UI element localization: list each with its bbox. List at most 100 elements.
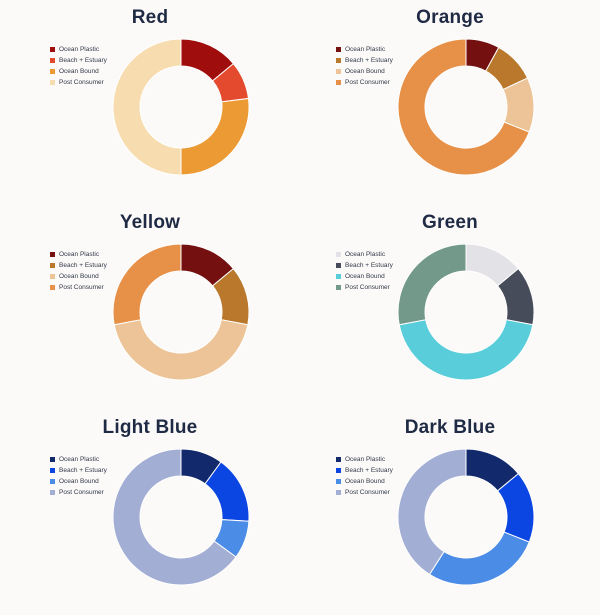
legend-swatch (50, 274, 55, 279)
legend-item: Beach + Estuary (336, 260, 393, 271)
legend-item: Ocean Bound (50, 66, 107, 77)
legend-swatch (50, 47, 55, 52)
donut-chart (397, 243, 535, 381)
legend-label: Ocean Plastic (345, 251, 386, 258)
legend-label: Beach + Estuary (345, 467, 393, 474)
chart-title: Light Blue (102, 417, 198, 438)
legend-swatch (50, 263, 55, 268)
chart-panel-yellow: Yellow Ocean Plastic Beach + Estuary Oce… (0, 205, 300, 410)
legend-swatch (336, 69, 341, 74)
legend-label: Ocean Plastic (345, 456, 386, 463)
legend-swatch (336, 285, 341, 290)
legend-label: Beach + Estuary (345, 57, 393, 64)
legend-label: Post Consumer (345, 489, 390, 496)
chart-panel-orange: Orange Ocean Plastic Beach + Estuary Oce… (300, 0, 600, 205)
legend-item: Ocean Bound (336, 66, 393, 77)
donut-slice-post-consumer (397, 243, 467, 326)
legend: Ocean Plastic Beach + Estuary Ocean Boun… (336, 249, 393, 293)
legend-label: Ocean Bound (59, 478, 99, 485)
legend-swatch (50, 80, 55, 85)
legend-item: Beach + Estuary (336, 55, 393, 66)
legend-swatch (50, 58, 55, 63)
donut-slice-post-consumer (112, 243, 182, 326)
legend-label: Ocean Bound (59, 273, 99, 280)
legend-item: Ocean Plastic (50, 44, 107, 55)
legend-label: Post Consumer (59, 79, 104, 86)
legend: Ocean Plastic Beach + Estuary Ocean Boun… (336, 454, 393, 498)
chart-title: Dark Blue (404, 417, 496, 438)
legend: Ocean Plastic Beach + Estuary Ocean Boun… (336, 44, 393, 88)
legend-item: Beach + Estuary (50, 465, 107, 476)
legend-swatch (336, 263, 341, 268)
donut-chart-grid: Red Ocean Plastic Beach + Estuary Ocean … (0, 0, 600, 586)
legend-item: Ocean Bound (50, 476, 107, 487)
legend-label: Beach + Estuary (59, 262, 107, 269)
legend-label: Ocean Bound (345, 478, 385, 485)
legend-item: Post Consumer (336, 282, 393, 293)
legend-swatch (50, 457, 55, 462)
legend-label: Ocean Bound (59, 68, 99, 75)
legend-item: Beach + Estuary (50, 260, 107, 271)
donut-slice-post-consumer (112, 38, 182, 176)
legend-swatch (336, 80, 341, 85)
donut-slice-ocean-bound (398, 319, 534, 381)
legend: Ocean Plastic Beach + Estuary Ocean Boun… (50, 454, 107, 498)
legend-swatch (336, 457, 341, 462)
legend-swatch (50, 479, 55, 484)
legend-swatch (336, 274, 341, 279)
legend-swatch (336, 468, 341, 473)
legend-label: Beach + Estuary (59, 57, 107, 64)
chart-title: Red (131, 7, 169, 28)
legend-item: Ocean Plastic (336, 249, 393, 260)
chart-title: Green (422, 212, 478, 233)
legend-item: Ocean Bound (336, 271, 393, 282)
legend-item: Ocean Plastic (336, 454, 393, 465)
legend-swatch (336, 58, 341, 63)
legend-item: Post Consumer (50, 487, 107, 498)
donut-chart (397, 38, 535, 176)
chart-panel-green: Green Ocean Plastic Beach + Estuary Ocea… (300, 205, 600, 410)
legend-item: Ocean Plastic (50, 249, 107, 260)
legend-label: Post Consumer (59, 284, 104, 291)
legend-label: Beach + Estuary (59, 467, 107, 474)
chart-title: Orange (416, 7, 484, 28)
donut-slice-ocean-bound (428, 531, 530, 586)
legend-swatch (50, 468, 55, 473)
legend: Ocean Plastic Beach + Estuary Ocean Boun… (50, 249, 107, 293)
legend-label: Ocean Bound (345, 68, 385, 75)
legend-swatch (336, 252, 341, 257)
legend-item: Beach + Estuary (336, 465, 393, 476)
donut-chart (397, 448, 535, 586)
legend-item: Ocean Plastic (336, 44, 393, 55)
legend-label: Ocean Plastic (59, 46, 100, 53)
donut-chart (112, 38, 250, 176)
donut-chart (112, 448, 250, 586)
legend-label: Post Consumer (59, 489, 104, 496)
legend-label: Ocean Plastic (345, 46, 386, 53)
chart-panel-light-blue: Light Blue Ocean Plastic Beach + Estuary… (0, 410, 300, 615)
donut-slice-post-consumer (397, 38, 530, 176)
legend-item: Ocean Plastic (50, 454, 107, 465)
donut-slice-ocean-bound (180, 97, 250, 176)
chart-panel-dark-blue: Dark Blue Ocean Plastic Beach + Estuary … (300, 410, 600, 615)
legend-item: Post Consumer (50, 77, 107, 88)
legend-swatch (336, 47, 341, 52)
legend-label: Ocean Plastic (59, 251, 100, 258)
legend-swatch (336, 490, 341, 495)
legend-item: Ocean Bound (336, 476, 393, 487)
legend: Ocean Plastic Beach + Estuary Ocean Boun… (50, 44, 107, 88)
donut-slice-post-consumer (112, 448, 237, 586)
legend-label: Ocean Plastic (59, 456, 100, 463)
donut-slice-ocean-bound (113, 319, 249, 381)
donut-chart (112, 243, 250, 381)
legend-swatch (50, 285, 55, 290)
chart-panel-red: Red Ocean Plastic Beach + Estuary Ocean … (0, 0, 300, 205)
legend-item: Beach + Estuary (50, 55, 107, 66)
legend-label: Post Consumer (345, 284, 390, 291)
legend-swatch (50, 490, 55, 495)
legend-swatch (50, 252, 55, 257)
legend-swatch (336, 479, 341, 484)
legend-item: Post Consumer (336, 487, 393, 498)
legend-label: Post Consumer (345, 79, 390, 86)
legend-label: Ocean Bound (345, 273, 385, 280)
